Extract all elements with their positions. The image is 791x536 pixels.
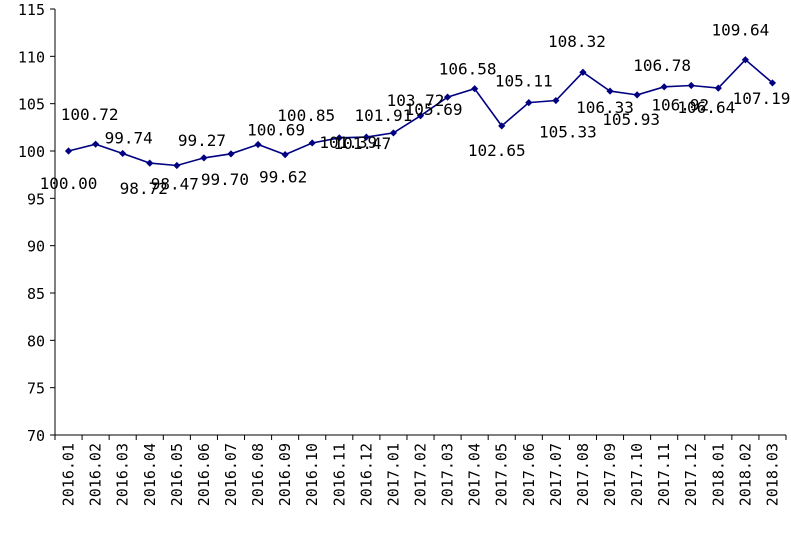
- data-point: [687, 81, 695, 90]
- data-label: 105.11: [495, 72, 553, 91]
- data-point: [525, 99, 533, 107]
- data-label: 106.33: [576, 98, 634, 117]
- data-point: [64, 147, 73, 155]
- data-label: 103.72: [387, 91, 445, 110]
- x-tick-label: 2016.07: [222, 443, 240, 506]
- x-tick-label: 2016.02: [87, 443, 105, 506]
- data-label: 109.64: [711, 21, 769, 40]
- data-label: 101.39: [319, 133, 377, 152]
- data-label: 105.69: [405, 100, 463, 119]
- data-label: 106.58: [439, 60, 497, 79]
- data-label: 101.47: [333, 134, 391, 153]
- data-point: [146, 159, 154, 167]
- data-point: [552, 96, 560, 105]
- y-tick-label: 100: [18, 143, 45, 161]
- x-tick-label: 2017.01: [384, 443, 402, 506]
- y-tick-label: 85: [27, 285, 45, 303]
- y-tick-label: 80: [27, 332, 45, 350]
- data-point: [254, 140, 262, 149]
- data-point: [471, 85, 479, 93]
- data-label: 100.72: [61, 105, 119, 124]
- x-tick-label: 2017.09: [601, 443, 619, 506]
- data-label: 100.69: [247, 120, 305, 139]
- x-tick-label: 2017.08: [574, 443, 592, 506]
- data-label: 106.92: [651, 95, 709, 114]
- x-tick-label: 2016.01: [60, 443, 78, 506]
- x-tick-label: 2016.08: [249, 443, 267, 506]
- data-point: [768, 79, 777, 87]
- y-tick-label: 90: [27, 238, 45, 256]
- x-tick-label: 2016.05: [168, 443, 186, 506]
- data-point: [714, 84, 722, 92]
- data-label: 107.19: [733, 89, 791, 108]
- x-tick-label: 2017.03: [439, 443, 457, 506]
- data-label: 106.64: [677, 98, 735, 117]
- data-point: [92, 140, 100, 148]
- data-label: 99.62: [259, 168, 307, 187]
- data-label: 105.33: [539, 123, 597, 142]
- data-label: 99.70: [201, 170, 249, 189]
- x-tick-label: 2017.07: [547, 443, 565, 506]
- x-tick-label: 2016.11: [330, 443, 348, 506]
- x-tick-label: 2016.09: [276, 443, 294, 506]
- data-point: [119, 149, 127, 158]
- data-point: [579, 68, 587, 76]
- data-label: 100.00: [40, 174, 98, 193]
- data-label: 98.72: [120, 179, 168, 198]
- x-tick-label: 2017.12: [682, 443, 700, 506]
- x-tick-label: 2016.03: [114, 443, 132, 506]
- data-point: [389, 129, 398, 137]
- data-point: [281, 150, 289, 159]
- data-label: 99.27: [178, 131, 226, 150]
- data-point: [200, 154, 208, 162]
- y-tick-label: 70: [27, 427, 45, 445]
- data-point: [416, 112, 425, 120]
- data-point: [633, 91, 641, 99]
- data-label: 98.47: [151, 174, 199, 193]
- data-label: 108.32: [548, 32, 606, 51]
- x-tick-label: 2017.06: [520, 443, 538, 506]
- data-point: [741, 56, 749, 64]
- x-tick-label: 2017.11: [655, 443, 673, 506]
- y-tick-label: 115: [18, 1, 45, 19]
- y-tick-label: 75: [27, 380, 45, 398]
- y-tick-label: 110: [18, 48, 45, 66]
- data-point: [498, 122, 506, 130]
- x-tick-label: 2017.04: [466, 443, 484, 506]
- data-point: [335, 134, 343, 142]
- data-point: [660, 83, 668, 91]
- x-tick-label: 2017.05: [493, 443, 511, 506]
- x-tick-label: 2018.01: [709, 443, 727, 506]
- data-point: [443, 93, 452, 101]
- data-point: [227, 150, 235, 158]
- x-tick-label: 2017.02: [412, 443, 430, 506]
- data-label: 105.93: [602, 110, 660, 129]
- data-label: 101.91: [355, 106, 413, 125]
- x-tick-label: 2016.04: [141, 443, 159, 506]
- data-label: 102.65: [468, 141, 526, 160]
- data-label: 106.78: [633, 56, 691, 75]
- data-point: [606, 87, 614, 95]
- y-tick-label: 105: [18, 96, 45, 114]
- x-tick-label: 2016.06: [195, 443, 213, 506]
- data-point: [308, 139, 316, 147]
- x-tick-label: 2017.10: [628, 443, 646, 506]
- data-point: [362, 133, 370, 141]
- x-tick-label: 2018.03: [763, 443, 781, 506]
- x-tick-label: 2016.10: [303, 443, 321, 506]
- data-point: [173, 161, 181, 170]
- y-tick-label: 95: [27, 190, 45, 208]
- data-label: 100.85: [277, 106, 335, 125]
- x-tick-label: 2018.02: [736, 443, 754, 506]
- x-tick-label: 2016.12: [357, 443, 375, 506]
- data-label: 99.74: [105, 128, 153, 147]
